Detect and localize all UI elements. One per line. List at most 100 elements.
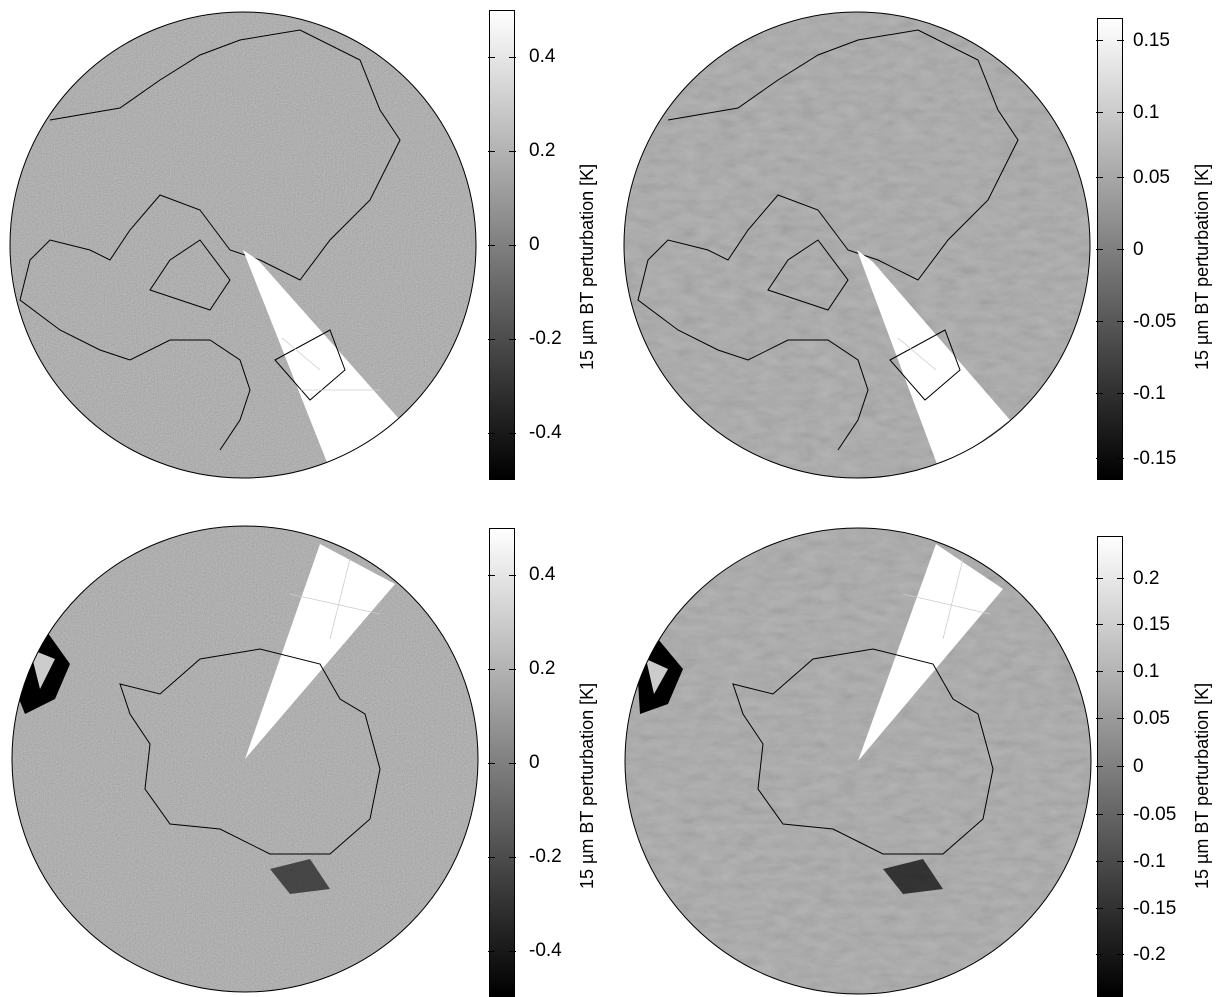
colorbar-tick bbox=[509, 339, 516, 340]
colorbar bbox=[489, 528, 515, 997]
colorbar-ticks bbox=[1096, 536, 1124, 997]
colorbar-tick-label: -0.15 bbox=[1133, 898, 1177, 919]
colorbar-tick bbox=[1096, 112, 1103, 113]
polar-map-south-2 bbox=[624, 527, 1092, 995]
colorbar-tick bbox=[1117, 458, 1124, 459]
colorbar-tick-label: 0.1 bbox=[1133, 102, 1160, 123]
colorbar-ticks bbox=[1096, 18, 1124, 480]
colorbar-tick bbox=[1117, 861, 1124, 862]
colorbar-tick bbox=[488, 763, 495, 764]
colorbar-tick bbox=[488, 669, 495, 670]
colorbar-tick-label: 0 bbox=[529, 752, 540, 773]
colorbar-tick bbox=[1117, 177, 1124, 178]
colorbar-tick bbox=[1096, 40, 1103, 41]
colorbar-tick-label: 0.4 bbox=[529, 46, 556, 67]
colorbar-tick-label: 0.4 bbox=[529, 564, 556, 585]
colorbar-tick-label: -0.05 bbox=[1133, 804, 1177, 825]
colorbar-tick bbox=[1117, 321, 1124, 322]
colorbar-tick-label: 0 bbox=[529, 234, 540, 255]
colorbar-tick bbox=[509, 951, 516, 952]
colorbar-tick bbox=[1096, 861, 1103, 862]
coastline-antarctica bbox=[732, 648, 994, 855]
colorbar-tick bbox=[1117, 624, 1124, 625]
colorbar-tick-label: 0 bbox=[1133, 239, 1144, 260]
colorbar-tick-label: -0.2 bbox=[529, 846, 562, 867]
coastline-antarctica bbox=[119, 648, 381, 855]
colorbar-tick-label: -0.4 bbox=[529, 940, 562, 961]
colorbar-tick bbox=[1096, 458, 1103, 459]
colorbar-tick bbox=[1096, 718, 1103, 719]
coastline bbox=[19, 29, 401, 451]
data-gap-wedge bbox=[245, 544, 395, 759]
colorbar-tick bbox=[488, 575, 495, 576]
colorbar-tick bbox=[1117, 814, 1124, 815]
colorbar-tick bbox=[509, 857, 516, 858]
colorbar-tick bbox=[509, 433, 516, 434]
data-gap-wedge bbox=[858, 544, 1003, 761]
colorbar-tick bbox=[1117, 671, 1124, 672]
colorbar-tick bbox=[1096, 814, 1103, 815]
colorbar-tick-label: 0.15 bbox=[1133, 30, 1170, 51]
colorbar-tick bbox=[1096, 177, 1103, 178]
colorbar-tick bbox=[1117, 766, 1124, 767]
colorbar-label: 15 µm BT perturbation [K] bbox=[1192, 682, 1212, 889]
colorbar-tick-label: -0.05 bbox=[1133, 311, 1177, 332]
colorbar-tick bbox=[1096, 908, 1103, 909]
panel-north-noisy: 0.4 0.2 0 -0.2 -0.4 15 µm BT perturbatio… bbox=[0, 0, 610, 498]
panel-north-filtered: 0.15 0.1 0.05 0 -0.05 -0.1 -0.15 15 µm B… bbox=[618, 0, 1221, 498]
colorbar-tick bbox=[1117, 578, 1124, 579]
colorbar-tick bbox=[1096, 954, 1103, 955]
colorbar-tick-label: 0.2 bbox=[529, 658, 556, 679]
colorbar-tick bbox=[509, 669, 516, 670]
colorbar-ticks bbox=[488, 528, 516, 997]
colorbar-ticks bbox=[488, 10, 516, 480]
colorbar-tick bbox=[1096, 624, 1103, 625]
colorbar-tick-label: 0.05 bbox=[1133, 708, 1170, 729]
colorbar-tick bbox=[1117, 112, 1124, 113]
colorbar-tick bbox=[509, 575, 516, 576]
colorbar-tick-label: -0.1 bbox=[1133, 851, 1166, 872]
colorbar-tick bbox=[1096, 578, 1103, 579]
colorbar-tick bbox=[1117, 393, 1124, 394]
polar-map-north-2 bbox=[623, 11, 1091, 479]
colorbar-tick-label: 0 bbox=[1133, 756, 1144, 777]
colorbar-tick bbox=[509, 763, 516, 764]
colorbar-tick-label: -0.15 bbox=[1133, 448, 1177, 469]
colorbar-tick-label: -0.4 bbox=[529, 422, 562, 443]
colorbar-label: 15 µm BT perturbation [K] bbox=[1192, 163, 1212, 370]
colorbar-tick-label: 0.2 bbox=[1133, 568, 1160, 589]
colorbar-tick bbox=[1096, 766, 1103, 767]
colorbar-tick bbox=[488, 433, 495, 434]
colorbar-tick-label: -0.2 bbox=[1133, 944, 1166, 965]
data-gap-wedge bbox=[857, 250, 1010, 472]
colorbar-tick-label: -0.1 bbox=[1133, 383, 1166, 404]
panel-south-filtered: 0.2 0.15 0.1 0.05 0 -0.05 -0.1 -0.15 -0.… bbox=[618, 499, 1221, 997]
colorbar-tick bbox=[1096, 321, 1103, 322]
polar-map-north-1 bbox=[9, 11, 477, 479]
panel-south-noisy: 0.4 0.2 0 -0.2 -0.4 15 µm BT perturbatio… bbox=[0, 499, 610, 997]
colorbar-tick-label: 0.05 bbox=[1133, 167, 1170, 188]
colorbar-tick-label: 0.2 bbox=[529, 140, 556, 161]
colorbar-label: 15 µm BT perturbation [K] bbox=[577, 163, 597, 370]
colorbar-tick bbox=[509, 151, 516, 152]
colorbar-tick bbox=[1117, 718, 1124, 719]
colorbar-tick bbox=[509, 57, 516, 58]
colorbar-tick bbox=[1096, 249, 1103, 250]
colorbar-tick bbox=[488, 245, 495, 246]
polar-map-south-1 bbox=[11, 525, 479, 993]
colorbar-tick bbox=[488, 339, 495, 340]
colorbar-tick bbox=[1117, 40, 1124, 41]
colorbar-tick bbox=[488, 57, 495, 58]
colorbar-tick bbox=[1096, 393, 1103, 394]
colorbar-tick bbox=[1117, 954, 1124, 955]
colorbar-label: 15 µm BT perturbation [K] bbox=[577, 682, 597, 889]
colorbar-tick bbox=[509, 245, 516, 246]
colorbar-tick-label: -0.2 bbox=[529, 328, 562, 349]
colorbar-tick bbox=[488, 951, 495, 952]
colorbar-tick bbox=[488, 857, 495, 858]
coastline bbox=[637, 29, 1019, 451]
colorbar-tick bbox=[1117, 249, 1124, 250]
colorbar-tick-label: 0.1 bbox=[1133, 661, 1160, 682]
colorbar-tick-label: 0.15 bbox=[1133, 614, 1170, 635]
colorbar-tick bbox=[1117, 908, 1124, 909]
